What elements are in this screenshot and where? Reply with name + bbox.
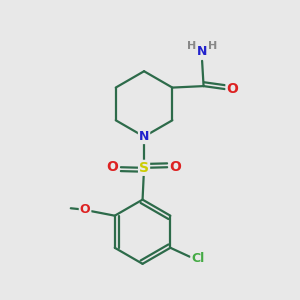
Text: O: O <box>226 82 238 96</box>
Text: H: H <box>208 41 217 51</box>
Text: O: O <box>80 203 90 216</box>
Text: N: N <box>139 130 149 143</box>
Text: N: N <box>197 45 207 58</box>
Text: H: H <box>187 41 196 51</box>
Text: Cl: Cl <box>191 252 205 265</box>
Text: S: S <box>139 161 149 175</box>
Text: O: O <box>169 160 181 174</box>
Text: O: O <box>106 160 119 174</box>
